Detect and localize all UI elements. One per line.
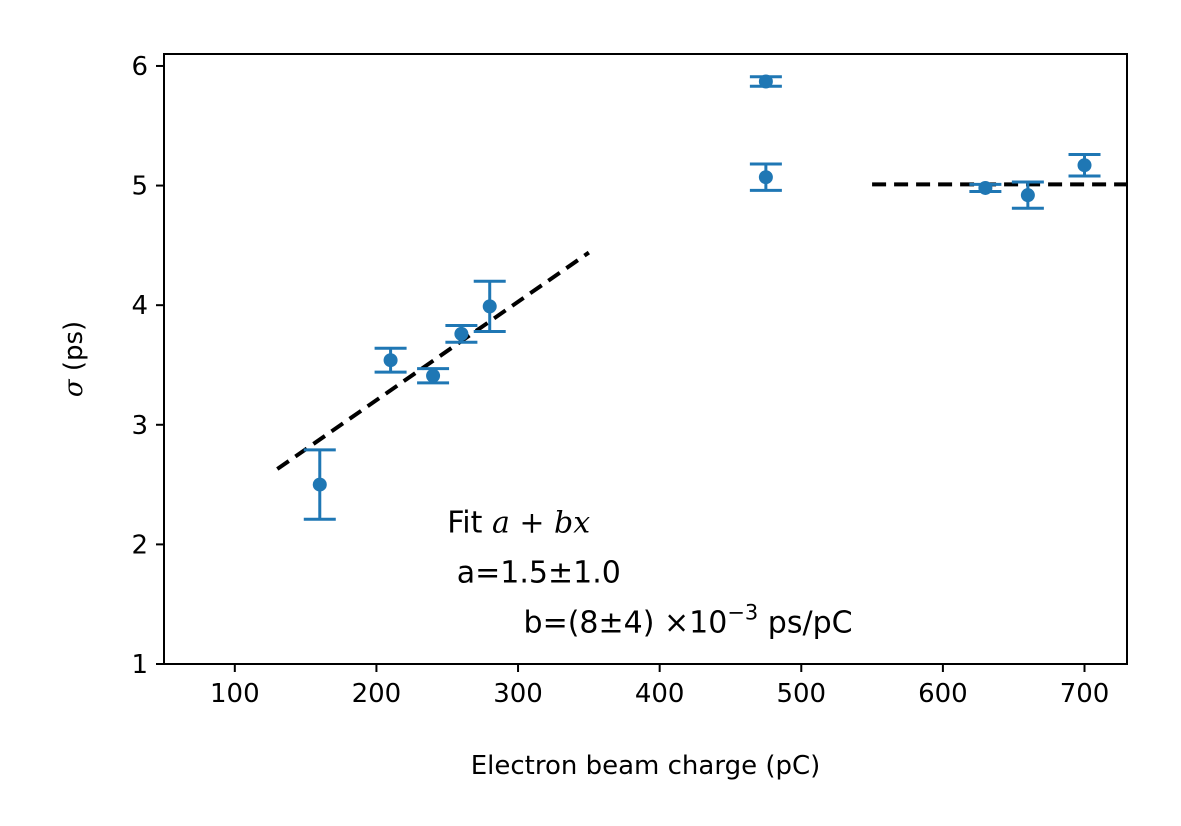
marker (758, 170, 773, 185)
marker (758, 74, 773, 89)
y-axis-label: σ (ps) (59, 321, 89, 397)
plot-frame (163, 53, 1128, 665)
x-tick-label: 400 (635, 679, 685, 709)
marker (1077, 158, 1092, 173)
x-tick-label: 500 (776, 679, 826, 709)
data-point (473, 279, 506, 333)
marker (426, 368, 441, 383)
data-points (303, 74, 1101, 521)
fit-b-value: b=(8±4) ×10 (514, 605, 727, 640)
y-tick-label: 6 (131, 52, 148, 82)
x-tick-label: 300 (493, 679, 543, 709)
data-point (1068, 152, 1101, 178)
y-axis-label-unit: (ps) (59, 321, 89, 380)
marker (454, 326, 469, 341)
data-point (749, 162, 782, 192)
marker (312, 477, 327, 492)
data-point (445, 324, 478, 344)
marker (383, 353, 398, 368)
y-tick-label: 2 (131, 530, 148, 560)
fit-lines (276, 182, 1127, 471)
fit-b-exponent: −3 (727, 600, 758, 624)
x-tick-label: 700 (1060, 679, 1110, 709)
y-tick-label: 1 (131, 650, 148, 680)
fit-label: Fit (447, 505, 492, 540)
axis-ticks: 100 200 300 400 500 600 700 1 2 3 4 5 6 (131, 52, 1109, 709)
data-point (417, 367, 450, 385)
fit-annotation: Fit a + bx a=1.5±1.0 b=(8±4) ×10−3 ps/pC (447, 505, 900, 640)
data-point (374, 346, 407, 374)
fit-line (276, 250, 590, 471)
marker (978, 180, 993, 195)
y-tick-label: 5 (131, 172, 148, 202)
x-tick-label: 100 (210, 679, 260, 709)
fit-annotation-line1: Fit a + bx (447, 505, 590, 540)
y-axis-label-symbol: σ (59, 378, 89, 397)
data-point (303, 448, 336, 521)
marker (1020, 188, 1035, 203)
data-point (1011, 180, 1044, 210)
x-tick-label: 200 (352, 679, 402, 709)
data-point (969, 180, 1002, 195)
fit-annotation-line3: b=(8±4) ×10−3 ps/pC (447, 600, 900, 640)
y-tick-label: 4 (131, 291, 148, 321)
y-tick-label: 3 (131, 411, 148, 441)
fit-b-unit: ps/pC (758, 605, 852, 640)
marker (482, 299, 497, 314)
data-point (749, 74, 782, 89)
fit-formula: a + bx (492, 505, 590, 540)
fit-annotation-line2: a=1.5±1.0 (447, 555, 621, 590)
x-axis-label: Electron beam charge (pC) (471, 751, 821, 781)
x-tick-label: 600 (918, 679, 968, 709)
